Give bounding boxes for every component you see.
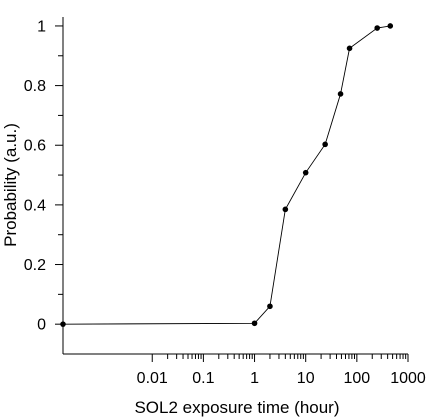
data-point — [267, 303, 273, 310]
x-axis: 0.01 0.1 1 10 100 1000 — [63, 353, 426, 387]
y-tick-label: 1 — [37, 18, 46, 35]
data-point — [282, 206, 289, 213]
series-line — [62, 25, 391, 325]
x-tick-label: 1 — [250, 370, 259, 387]
series-polyline — [62, 25, 391, 325]
y-tick-label: 0 — [37, 317, 46, 334]
y-tick-label: 0.8 — [24, 78, 46, 95]
data-points — [60, 23, 394, 327]
data-point — [387, 23, 394, 29]
data-point — [322, 141, 328, 148]
x-tick-label: 100 — [343, 370, 370, 387]
y-tick-label: 0.2 — [24, 257, 46, 274]
y-tick-label: 0.4 — [24, 197, 46, 214]
y-axis: 0 0.2 0.4 0.6 0.8 1 — [24, 17, 64, 354]
y-tick-label: 0.6 — [24, 138, 46, 155]
data-point — [251, 320, 258, 327]
x-tick-label: 10 — [297, 370, 315, 387]
data-point — [60, 321, 66, 327]
data-point — [346, 45, 353, 52]
y-axis-title: Probability (a.u.) — [1, 123, 20, 247]
data-point — [302, 169, 309, 176]
data-point — [374, 25, 381, 31]
x-axis-title: SOL2 exposure time (hour) — [134, 398, 339, 417]
x-tick-label: 1000 — [390, 370, 426, 387]
data-point — [337, 91, 344, 97]
x-tick-label: 0.01 — [137, 370, 168, 387]
x-tick-label: 0.1 — [192, 370, 214, 387]
